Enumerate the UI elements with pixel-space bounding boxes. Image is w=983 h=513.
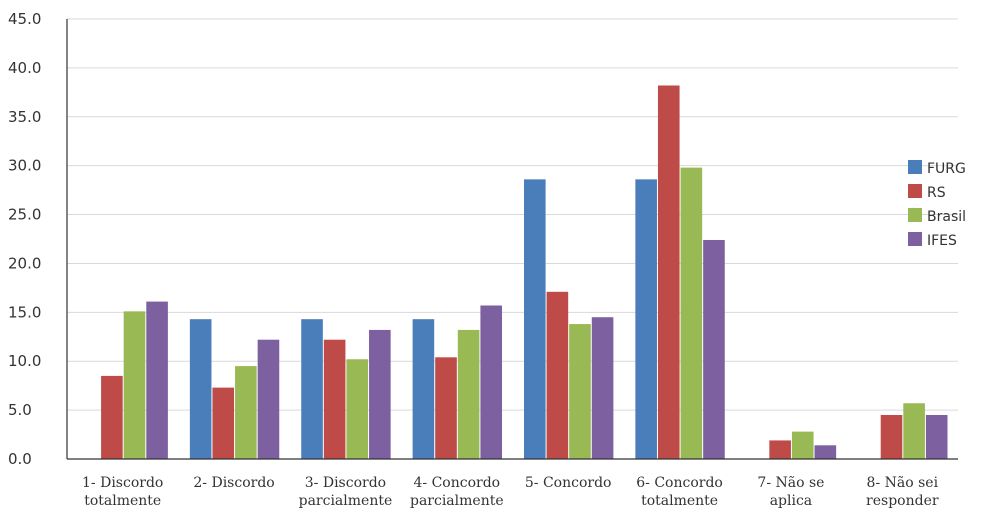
y-tick-label: 40.0 bbox=[8, 59, 41, 77]
bar-furg-2 bbox=[189, 319, 212, 459]
bar-ifes-4 bbox=[480, 305, 503, 459]
bar-furg-6 bbox=[635, 179, 657, 459]
x-tick-label: parcialmente bbox=[299, 493, 393, 509]
y-tick-label: 25.0 bbox=[8, 206, 41, 224]
y-tick-label: 30.0 bbox=[8, 157, 41, 175]
bar-brasil-2 bbox=[235, 366, 257, 459]
y-tick-label: 0.0 bbox=[8, 450, 32, 468]
bar-rs-5 bbox=[546, 291, 569, 459]
x-tick-label: 8- Não sei bbox=[867, 475, 939, 491]
x-tick-label: totalmente bbox=[641, 493, 718, 509]
legend-swatch-brasil bbox=[908, 208, 922, 222]
bar-furg-5 bbox=[523, 179, 546, 459]
y-tick-label: 15.0 bbox=[8, 303, 41, 321]
bar-rs-1 bbox=[101, 375, 123, 459]
legend-swatch-furg bbox=[908, 160, 922, 174]
bars bbox=[101, 85, 948, 459]
bar-brasil-3 bbox=[346, 359, 369, 459]
x-tick-label: 4- Concordo bbox=[414, 475, 501, 491]
y-tick-label: 35.0 bbox=[8, 108, 41, 126]
x-tick-label: 1- Discordo bbox=[82, 475, 163, 491]
legend-label-furg: FURG bbox=[927, 161, 966, 177]
x-tick-label: aplica bbox=[770, 493, 812, 509]
x-tick-label: 6- Concordo bbox=[636, 475, 723, 491]
bar-rs-4 bbox=[435, 357, 457, 459]
x-axis-ticks: 1- Discordo totalmente 2- Discordo 3- Disco… bbox=[82, 475, 939, 509]
x-tick-label: 5- Concordo bbox=[525, 475, 612, 491]
bar-ifes-8 bbox=[925, 415, 948, 459]
bar-ifes-5 bbox=[591, 317, 614, 459]
x-tick-label: responder bbox=[866, 493, 939, 509]
y-tick-label: 45.0 bbox=[8, 10, 41, 28]
grid-lines bbox=[67, 18, 958, 411]
bar-rs-6 bbox=[657, 85, 680, 459]
x-tick-label: 7- Não se bbox=[757, 475, 824, 491]
legend-label-ifes: IFES bbox=[927, 233, 957, 249]
bar-ifes-3 bbox=[369, 329, 391, 459]
legend-label-brasil: Brasil bbox=[927, 209, 966, 225]
x-tick-label: totalmente bbox=[84, 493, 161, 509]
y-tick-label: 10.0 bbox=[8, 352, 41, 370]
bar-furg-4 bbox=[412, 319, 435, 459]
y-axis-ticks: 0.0 5.0 10.0 15.0 20.0 25.0 30.0 35.0 40.0 45.0 bbox=[8, 10, 41, 468]
x-tick-label: 3- Discordo bbox=[305, 475, 386, 491]
x-tick-label: parcialmente bbox=[410, 493, 504, 509]
y-tick-label: 5.0 bbox=[8, 401, 32, 419]
axes bbox=[66, 19, 958, 460]
bar-rs-2 bbox=[212, 387, 235, 459]
bar-brasil-1 bbox=[123, 311, 146, 459]
bar-brasil-4 bbox=[457, 329, 480, 459]
bar-brasil-8 bbox=[903, 403, 925, 459]
bar-rs-3 bbox=[323, 339, 346, 459]
bar-furg-3 bbox=[301, 319, 323, 459]
bar-rs-7 bbox=[769, 440, 791, 459]
bar-brasil-6 bbox=[680, 167, 703, 459]
legend-swatch-ifes bbox=[908, 232, 922, 246]
bar-ifes-7 bbox=[814, 445, 837, 459]
bar-ifes-1 bbox=[146, 301, 168, 459]
bar-ifes-6 bbox=[703, 239, 725, 459]
y-tick-label: 20.0 bbox=[8, 254, 41, 272]
bar-brasil-7 bbox=[791, 431, 814, 459]
legend-label-rs: RS bbox=[927, 185, 946, 201]
legend: FURG RS Brasil IFES bbox=[908, 160, 966, 249]
bar-rs-8 bbox=[880, 415, 903, 459]
bar-ifes-2 bbox=[257, 339, 280, 459]
x-tick-label: 2- Discordo bbox=[193, 475, 274, 491]
legend-swatch-rs bbox=[908, 184, 922, 198]
bar-brasil-5 bbox=[569, 324, 591, 459]
